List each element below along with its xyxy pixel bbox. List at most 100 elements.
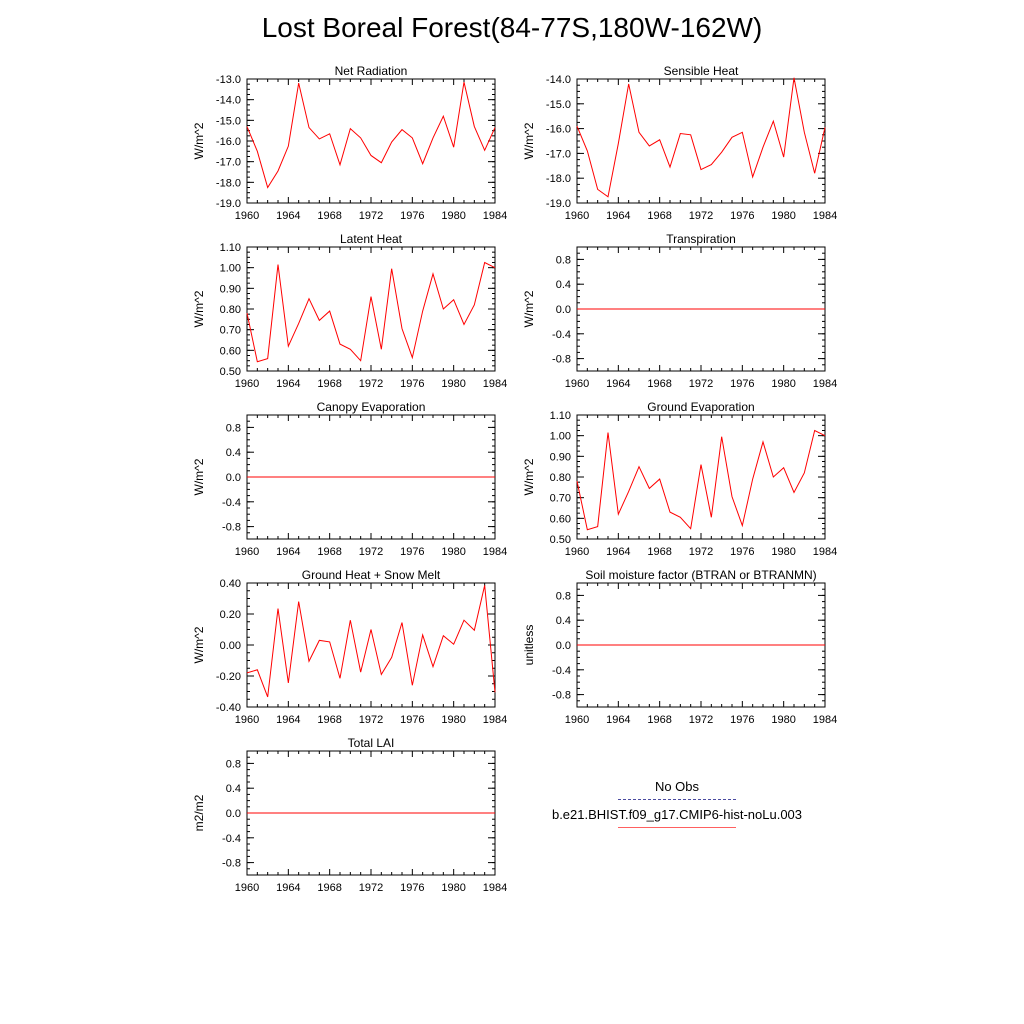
- y-tick-label: 0.8: [226, 758, 241, 770]
- x-tick-label: 1960: [565, 714, 589, 726]
- y-tick-label: -16.0: [546, 124, 571, 136]
- x-tick-label: 1964: [606, 546, 630, 558]
- x-tick-label: 1960: [565, 378, 589, 390]
- y-tick-label: 1.10: [220, 242, 241, 254]
- y-tick-label: 0.50: [220, 366, 241, 378]
- x-tick-label: 1984: [483, 714, 507, 726]
- y-tick-label: 0.8: [556, 590, 571, 602]
- x-tick-label: 1980: [441, 546, 465, 558]
- x-tick-label: 1968: [647, 546, 671, 558]
- y-tick-label: 0.90: [220, 283, 241, 295]
- x-tick-label: 1980: [441, 210, 465, 222]
- y-axis-label: W/m^2: [192, 290, 206, 327]
- y-tick-label: -0.4: [552, 665, 571, 677]
- x-tick-label: 1960: [235, 546, 259, 558]
- y-axis-label: W/m^2: [192, 122, 206, 159]
- plot-title: Net Radiation: [335, 64, 408, 78]
- y-tick-label: -19.0: [216, 198, 241, 210]
- legend-label-obs: No Obs: [654, 779, 700, 794]
- x-tick-label: 1984: [483, 546, 507, 558]
- series-line: [246, 585, 496, 698]
- y-tick-label: -17.0: [546, 148, 571, 160]
- panel-2: Latent Heat 1960 1964 1968 1972 1976 1980 1984 1…: [192, 232, 507, 390]
- y-tick-label: -14.0: [216, 95, 241, 107]
- x-tick-label: 1964: [276, 210, 300, 222]
- plot-title: Transpiration: [666, 232, 736, 246]
- x-tick-label: 1984: [813, 378, 837, 390]
- x-tick-label: 1968: [647, 210, 671, 222]
- y-tick-label: 0.4: [226, 783, 241, 795]
- legend-swatch-model: [618, 827, 736, 828]
- y-tick-label: 0.60: [550, 513, 571, 525]
- x-tick-label: 1964: [276, 714, 300, 726]
- plot-frame: [246, 78, 496, 204]
- x-tick-label: 1968: [317, 378, 341, 390]
- panel-5: Ground Evaporation 1960 1964 1968 1972 1976 19…: [522, 400, 837, 558]
- plot-frame: [246, 582, 496, 708]
- x-tick-label: 1984: [483, 882, 507, 894]
- panel-7: Soil moisture factor (BTRAN or BTRANMN) 1…: [522, 568, 837, 726]
- legend-swatch-obs: [618, 799, 736, 800]
- x-tick-label: 1976: [730, 714, 754, 726]
- legend-label-model: b.e21.BHIST.f09_g17.CMIP6-hist-noLu.003: [551, 807, 803, 822]
- page-title: Lost Boreal Forest(84-77S,180W-162W): [261, 12, 763, 43]
- y-tick-label: -0.4: [552, 329, 571, 341]
- x-tick-label: 1980: [441, 378, 465, 390]
- plot-title: Latent Heat: [340, 232, 403, 246]
- y-tick-label: 0.90: [550, 451, 571, 463]
- y-tick-label: 0.0: [556, 640, 571, 652]
- plot-title: Total LAI: [348, 736, 395, 750]
- panel-0: Net Radiation 1960 1964 1968 1972 1976 1980 198…: [192, 64, 507, 222]
- y-tick-label: 0.40: [220, 578, 241, 590]
- x-tick-label: 1964: [606, 210, 630, 222]
- x-tick-label: 1968: [317, 882, 341, 894]
- x-tick-label: 1976: [730, 546, 754, 558]
- x-tick-label: 1976: [400, 714, 424, 726]
- y-tick-label: -0.4: [222, 497, 241, 509]
- x-tick-label: 1984: [813, 210, 837, 222]
- x-tick-label: 1980: [771, 714, 795, 726]
- y-tick-label: -17.0: [216, 157, 241, 169]
- x-tick-label: 1960: [235, 714, 259, 726]
- x-tick-label: 1980: [771, 210, 795, 222]
- y-axis-label: W/m^2: [522, 122, 536, 159]
- x-tick-label: 1972: [359, 378, 383, 390]
- x-tick-label: 1976: [400, 210, 424, 222]
- plot-title: Ground Evaporation: [647, 400, 754, 414]
- legend-entry-model: b.e21.BHIST.f09_g17.CMIP6-hist-noLu.003: [540, 806, 814, 834]
- x-tick-label: 1968: [647, 378, 671, 390]
- y-tick-label: 0.80: [220, 304, 241, 316]
- y-tick-label: -14.0: [546, 74, 571, 86]
- plot-title: Canopy Evaporation: [317, 400, 426, 414]
- x-tick-label: 1972: [689, 378, 713, 390]
- x-tick-label: 1972: [359, 546, 383, 558]
- x-tick-label: 1976: [730, 210, 754, 222]
- legend: No Obs b.e21.BHIST.f09_g17.CMIP6-hist-no…: [540, 778, 814, 834]
- x-tick-label: 1980: [771, 546, 795, 558]
- x-tick-label: 1968: [317, 546, 341, 558]
- x-tick-label: 1960: [235, 210, 259, 222]
- plot-title: Soil moisture factor (BTRAN or BTRANMN): [585, 568, 816, 582]
- y-tick-label: -0.8: [222, 522, 241, 534]
- panel-4: Canopy Evaporation 1960 1964 1968 1972 1976 19…: [192, 400, 507, 558]
- x-tick-label: 1960: [565, 546, 589, 558]
- series-line: [246, 81, 496, 189]
- y-tick-label: 1.10: [550, 410, 571, 422]
- series-line: [576, 77, 826, 198]
- panel-6: Ground Heat + Snow Melt 1960 1964 1968 1972 1…: [192, 568, 507, 726]
- y-axis-label: m2/m2: [192, 794, 206, 831]
- x-tick-label: 1976: [730, 378, 754, 390]
- y-axis-label: unitless: [522, 625, 536, 666]
- x-tick-label: 1984: [813, 546, 837, 558]
- plot-frame: [576, 78, 826, 204]
- y-tick-label: -0.8: [552, 354, 571, 366]
- y-tick-label: -15.0: [216, 115, 241, 127]
- x-tick-label: 1960: [565, 210, 589, 222]
- y-axis-label: W/m^2: [522, 458, 536, 495]
- x-tick-label: 1976: [400, 882, 424, 894]
- y-tick-label: -18.0: [546, 173, 571, 185]
- y-tick-label: -16.0: [216, 136, 241, 148]
- y-tick-label: 0.4: [226, 447, 241, 459]
- y-tick-label: 0.8: [556, 254, 571, 266]
